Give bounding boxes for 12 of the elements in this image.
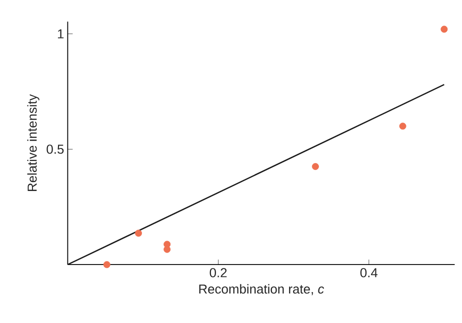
point — [312, 163, 319, 170]
point — [164, 246, 171, 253]
point — [399, 122, 406, 130]
x-axis-title: Recombination rate, c — [199, 284, 324, 296]
point — [440, 26, 448, 33]
y-axis-title: Relative intensity — [27, 94, 40, 191]
point — [134, 230, 142, 237]
x-tick-label: 0.4 — [360, 268, 378, 278]
point — [103, 261, 110, 268]
x-tick-label: 0.2 — [210, 268, 227, 278]
y-tick-label: 0.5 — [46, 144, 64, 154]
y-tick-label: 1 — [58, 29, 64, 38]
